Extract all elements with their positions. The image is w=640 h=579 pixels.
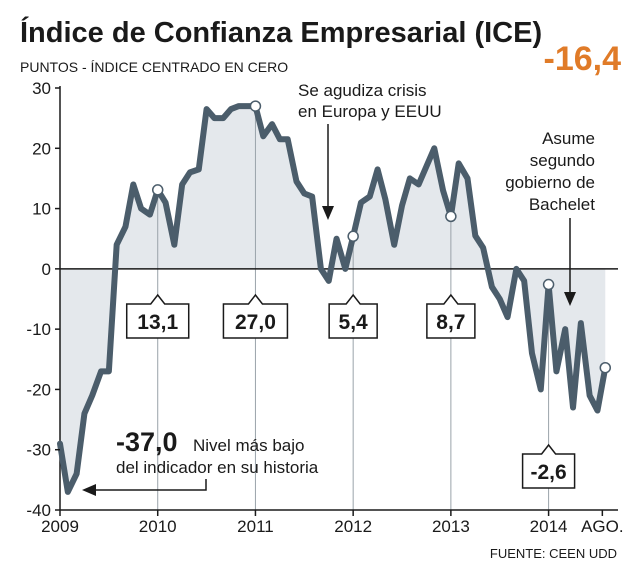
callout-label: 13,1 [137, 311, 178, 334]
y-tick-label: 20 [32, 139, 51, 158]
y-tick-label: 0 [42, 260, 51, 279]
data-point-marker [151, 184, 164, 196]
annotation-bachelet-line-1: Asume [542, 129, 595, 148]
annotation-low-text-2: del indicador en su historia [116, 458, 319, 477]
annotation-bachelet-arrowhead [564, 292, 576, 306]
annotation-crisis-arrowhead [322, 206, 334, 220]
data-point-marker [445, 210, 457, 223]
callout-label: 5,4 [339, 311, 369, 334]
annotation-low-value: -37,0 [116, 427, 178, 457]
last-point-marker [599, 361, 612, 374]
callout-box [328, 293, 378, 339]
annotation-bachelet-line-4: Bachelet [529, 195, 595, 214]
y-tick-labels: 30 20 10 0 -10 -20 -30 -40 [26, 79, 60, 520]
annotation-crisis-line-2: en Europa y EEUU [298, 102, 442, 121]
x-tick-label: 2012 [334, 517, 372, 536]
callout-label: 8,7 [436, 311, 465, 334]
y-tick-label: -10 [26, 320, 51, 339]
annotation-low-text-1: Nivel más bajo [193, 436, 305, 455]
data-point-marker [347, 230, 359, 243]
y-tick-label: 10 [32, 200, 51, 219]
data-point-marker [249, 100, 262, 112]
callout-box [426, 293, 476, 339]
series-line [57, 103, 609, 495]
annotation-low: -37,0 Nivel más bajo del indicador en su… [82, 427, 319, 496]
headline-value: -16,4 [544, 40, 622, 78]
x-tick-labels: 2009 2010 2011 2012 2013 2014 AGO. [41, 510, 624, 536]
y-tick-label: -30 [26, 441, 51, 460]
x-tick-label: 2009 [41, 517, 79, 536]
data-points [151, 100, 612, 374]
callout-box [125, 293, 190, 339]
y-tick-label: 30 [32, 79, 51, 98]
source-note: FUENTE: CEEN UDD [490, 546, 617, 561]
callouts: 13,1 27,0 5,4 8,7 -2,6 [125, 293, 576, 489]
callout-label: -2,6 [531, 461, 567, 484]
annotation-crisis-line-1: Se agudiza crisis [298, 81, 427, 100]
y-tick-label: -20 [26, 380, 51, 399]
chart-title: Índice de Confianza Empresarial (ICE) [20, 15, 542, 49]
x-tick-label: AGO. [581, 517, 624, 536]
annotation-bachelet-line-3: gobierno de [505, 173, 595, 192]
x-tick-label: 2013 [432, 517, 470, 536]
callout-label: 27,0 [235, 311, 276, 334]
x-tick-label: 2010 [139, 517, 177, 536]
annotation-bachelet-line-2: segundo [530, 151, 595, 170]
callout-box [521, 443, 576, 489]
annotation-crisis: Se agudiza crisis en Europa y EEUU [298, 81, 442, 220]
annotation-low-leader [94, 479, 207, 491]
annotation-bachelet: Asume segundo gobierno de Bachelet [505, 129, 595, 306]
callout-box [222, 293, 289, 339]
x-tick-label: 2014 [530, 517, 568, 536]
x-tick-label: 2011 [237, 517, 274, 536]
annotation-low-arrowhead [82, 484, 96, 496]
y-tick-label: -40 [26, 501, 51, 520]
chart-subtitle: PUNTOS - ÍNDICE CENTRADO EN CERO [20, 59, 288, 75]
data-point-marker [542, 278, 555, 291]
